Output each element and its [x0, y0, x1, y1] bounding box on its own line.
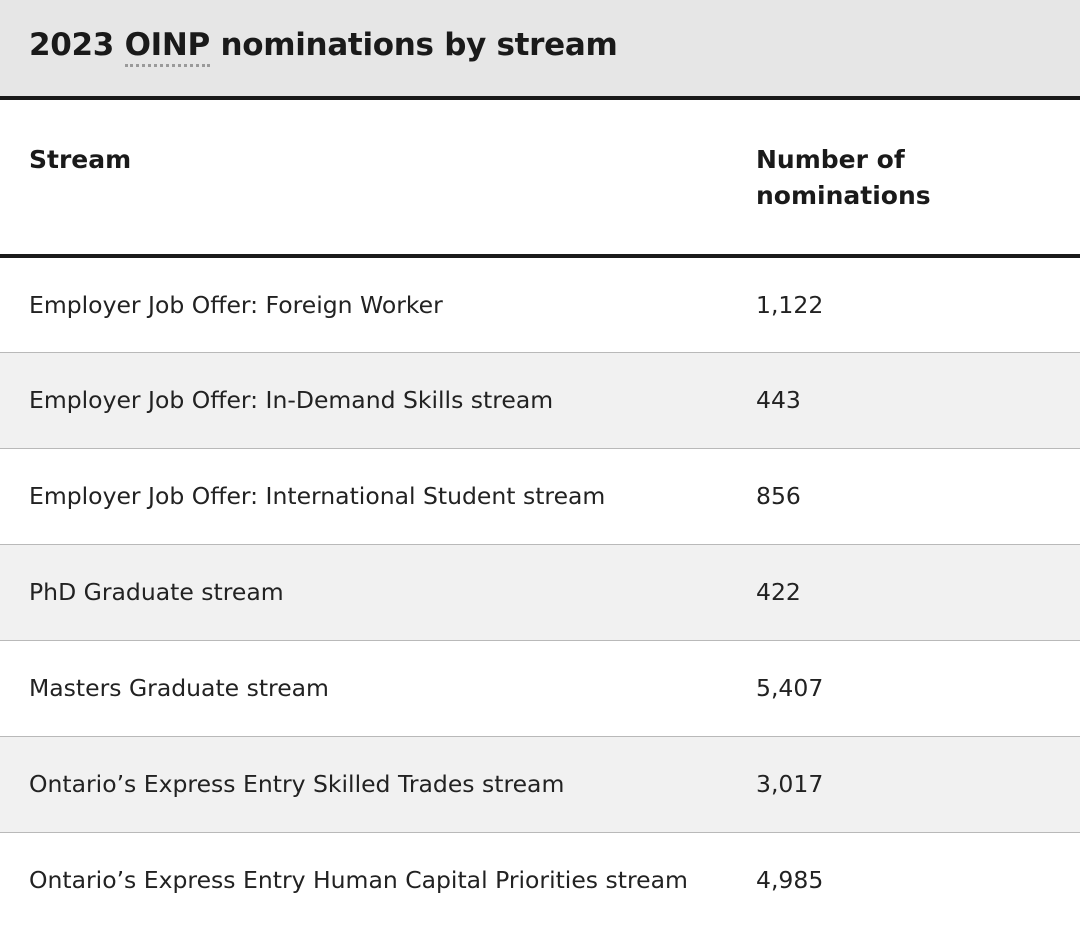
table-caption: 2023 OINP nominations by stream	[0, 0, 1080, 100]
oinp-abbreviation[interactable]: OINP	[124, 27, 210, 67]
table-title: 2023 OINP nominations by stream	[29, 24, 1051, 67]
nominations-table: Stream Number of nominations Employer Jo…	[0, 100, 1080, 927]
stream-cell: Ontario’s Express Entry Skilled Trades s…	[0, 736, 727, 833]
title-rest: nominations by stream	[220, 27, 618, 63]
stream-cell: Ontario’s Express Entry Human Capital Pr…	[29, 866, 688, 895]
table-row: Ontario’s Express Entry Skilled Trades s…	[0, 736, 1080, 833]
header-row: Stream Number of nominations	[0, 100, 1080, 258]
stream-cell: Employer Job Offer: In-Demand Skills str…	[0, 352, 727, 449]
count-cell: 422	[727, 544, 1080, 641]
table-row: Employer Job Offer: International Studen…	[0, 448, 1080, 545]
table-header: Stream Number of nominations	[0, 100, 1080, 258]
header-stream: Stream	[0, 100, 727, 258]
count-cell: 5,407	[727, 640, 1080, 737]
table-row: PhD Graduate stream 422	[0, 544, 1080, 641]
table-row: Ontario’s Express Entry Human Capital Pr…	[0, 832, 1080, 927]
header-number-of-nominations: Number of nominations	[727, 100, 1080, 258]
stream-cell: Employer Job Offer: International Studen…	[0, 448, 727, 545]
count-cell: 3,017	[727, 736, 1080, 833]
count-cell: 443	[727, 352, 1080, 449]
count-cell: 4,985	[756, 866, 824, 895]
stream-cell: Employer Job Offer: Foreign Worker	[0, 256, 727, 353]
table-body: Employer Job Offer: Foreign Worker 1,122…	[0, 256, 1080, 927]
title-year: 2023	[29, 27, 115, 63]
table-row: Masters Graduate stream 5,407	[0, 640, 1080, 737]
stream-cell: PhD Graduate stream	[0, 544, 727, 641]
stream-cell: Masters Graduate stream	[0, 640, 727, 737]
count-cell: 1,122	[727, 256, 1080, 353]
table-row: Employer Job Offer: In-Demand Skills str…	[0, 352, 1080, 449]
table-row: Employer Job Offer: Foreign Worker 1,122	[0, 256, 1080, 353]
count-cell: 856	[727, 448, 1080, 545]
